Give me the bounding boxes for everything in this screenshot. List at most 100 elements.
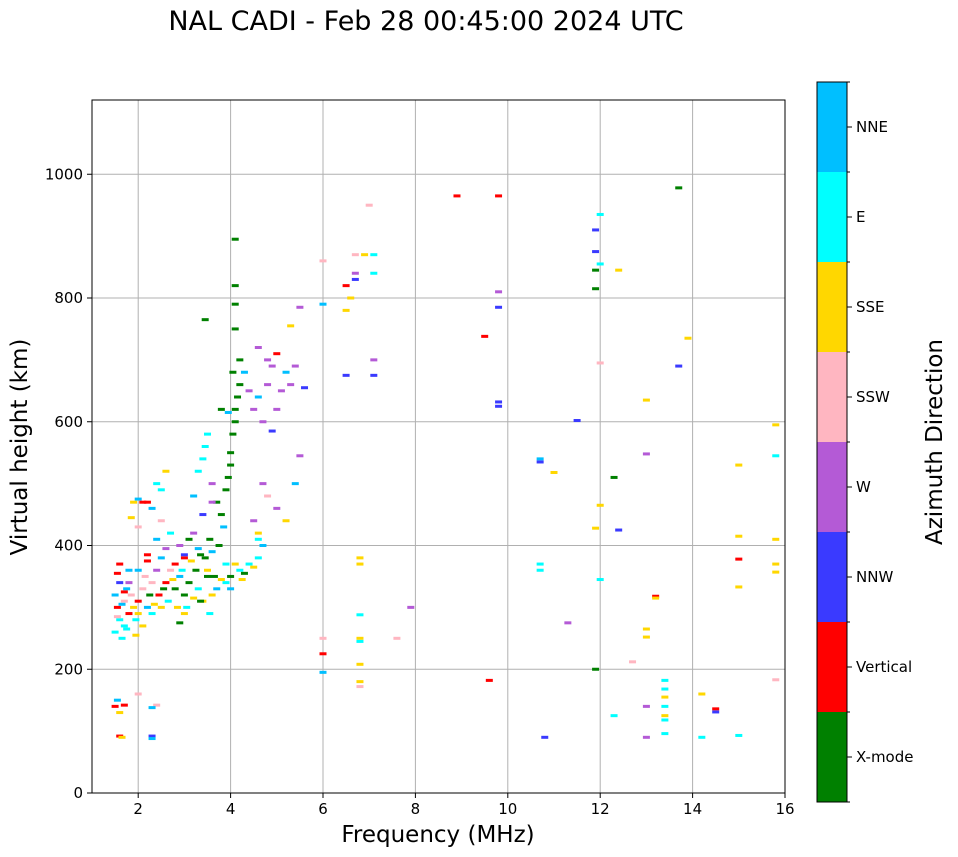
data-point bbox=[229, 370, 237, 374]
data-point bbox=[347, 296, 355, 300]
data-point bbox=[215, 544, 223, 547]
data-point bbox=[125, 568, 133, 572]
data-point bbox=[130, 605, 138, 609]
data-point bbox=[162, 547, 170, 551]
data-point bbox=[201, 445, 209, 448]
data-point bbox=[254, 537, 262, 541]
data-point bbox=[231, 284, 239, 288]
data-point bbox=[592, 228, 600, 232]
data-point bbox=[698, 735, 706, 739]
y-tick-label: 1000 bbox=[45, 165, 83, 183]
data-point bbox=[287, 383, 295, 387]
colorbar-tick-label: SSE bbox=[856, 298, 885, 316]
data-point bbox=[231, 237, 239, 241]
colorbar-segment bbox=[817, 532, 847, 622]
data-point bbox=[192, 568, 200, 572]
data-point bbox=[194, 587, 202, 591]
y-tick-label: 800 bbox=[54, 289, 83, 307]
data-point bbox=[264, 383, 272, 387]
data-point bbox=[592, 526, 600, 530]
data-point bbox=[684, 336, 692, 340]
data-point bbox=[146, 593, 154, 597]
colorbar-segment bbox=[817, 262, 847, 352]
data-point bbox=[125, 581, 133, 585]
data-point bbox=[176, 544, 184, 547]
data-point bbox=[113, 605, 121, 609]
colorbar-frame bbox=[816, 81, 848, 803]
data-point bbox=[356, 562, 364, 566]
data-point bbox=[134, 497, 142, 501]
data-point bbox=[592, 250, 600, 254]
data-point bbox=[536, 457, 544, 461]
data-point bbox=[277, 389, 285, 393]
data-point bbox=[495, 400, 503, 404]
data-point bbox=[153, 703, 161, 707]
data-point bbox=[291, 482, 299, 486]
data-point bbox=[735, 534, 743, 538]
data-point bbox=[157, 488, 165, 492]
data-point bbox=[238, 578, 246, 582]
data-point bbox=[735, 463, 743, 467]
data-point bbox=[675, 186, 683, 190]
data-point bbox=[160, 587, 168, 591]
data-point bbox=[495, 194, 503, 198]
data-point bbox=[229, 432, 237, 436]
data-point bbox=[220, 525, 228, 529]
data-point bbox=[356, 685, 364, 689]
data-point bbox=[661, 732, 669, 736]
data-point bbox=[155, 593, 163, 597]
y-axis-label: Virtual height (km) bbox=[7, 339, 33, 556]
data-point bbox=[356, 636, 364, 640]
colorbar-tick-label: W bbox=[856, 478, 871, 496]
colorbar-segment bbox=[817, 712, 847, 802]
data-point bbox=[150, 602, 158, 606]
data-point bbox=[227, 574, 235, 578]
data-point bbox=[148, 734, 156, 738]
data-point bbox=[120, 703, 128, 707]
data-point bbox=[268, 364, 276, 368]
data-point bbox=[231, 302, 239, 306]
data-point bbox=[661, 687, 669, 691]
data-point bbox=[264, 358, 272, 362]
data-point bbox=[113, 615, 121, 619]
data-point bbox=[148, 706, 156, 710]
data-point bbox=[712, 710, 720, 714]
data-point bbox=[217, 578, 225, 582]
data-point bbox=[206, 612, 214, 616]
data-point bbox=[210, 574, 218, 578]
data-point bbox=[197, 599, 205, 603]
data-point bbox=[143, 559, 151, 563]
data-point bbox=[208, 550, 216, 554]
data-point bbox=[273, 407, 281, 411]
data-point bbox=[735, 557, 743, 561]
data-point bbox=[642, 627, 650, 631]
data-point bbox=[564, 621, 572, 625]
colorbar-tick-label: Vertical bbox=[856, 658, 912, 676]
data-point bbox=[351, 277, 359, 281]
data-point bbox=[254, 531, 262, 535]
data-point bbox=[162, 469, 170, 473]
data-point bbox=[204, 568, 211, 572]
data-point bbox=[615, 528, 623, 532]
data-point bbox=[356, 680, 364, 684]
data-point bbox=[485, 678, 493, 682]
x-tick-label: 10 bbox=[498, 800, 517, 818]
data-point bbox=[342, 284, 350, 288]
x-tick-label: 16 bbox=[775, 800, 794, 818]
data-point bbox=[370, 271, 378, 275]
data-point bbox=[287, 324, 295, 328]
data-point bbox=[180, 556, 188, 560]
data-point bbox=[118, 735, 126, 739]
x-tick-label: 8 bbox=[411, 800, 421, 818]
data-point bbox=[157, 519, 165, 523]
data-point bbox=[217, 407, 225, 411]
data-point bbox=[113, 571, 121, 575]
data-point bbox=[610, 714, 618, 718]
data-point bbox=[273, 352, 281, 356]
data-point bbox=[132, 633, 140, 637]
data-point bbox=[661, 678, 669, 682]
data-point bbox=[116, 581, 124, 585]
data-point bbox=[171, 587, 179, 591]
data-point bbox=[118, 602, 126, 606]
chart-title: NAL CADI - Feb 28 00:45:00 2024 UTC bbox=[168, 6, 684, 37]
